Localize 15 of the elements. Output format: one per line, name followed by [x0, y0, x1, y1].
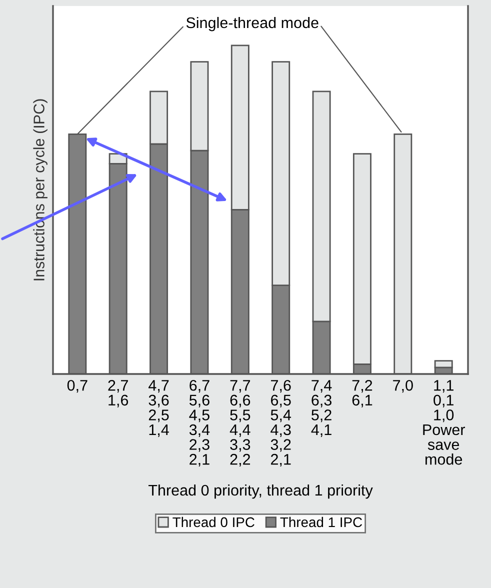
legend-label: Thread 1 IPC: [280, 516, 362, 528]
x-tick-label: 7,4 6,3 5,2 4,1: [311, 380, 332, 437]
x-tick-label: 6,7 5,6 4,5 3,4 2,3 2,1: [189, 380, 210, 467]
x-tick-label: 7,2 6,1: [352, 380, 372, 408]
x-tick-label: 1,1 0,1 1,0 Power save mode: [423, 380, 465, 465]
x-axis-title: Thread 0 priority, thread 1 priority: [148, 484, 373, 499]
x-tick-label: 4,7 3,6 2,5 1,4: [148, 380, 169, 437]
x-tick-label: 7,0: [393, 380, 413, 393]
annotation: Single-thread mode: [186, 16, 318, 32]
legend-label: Thread 0 IPC: [172, 516, 254, 528]
y-axis-title: Instructions per cycle (IPC): [33, 99, 48, 280]
x-tick-label: 7,6 6,5 5,4 4,3 3,2 2,1: [270, 380, 292, 467]
x-tick-label: 7,7 6,6 5,5 4,4 3,3 2,2: [230, 380, 250, 467]
x-tick-label: 0,7: [67, 380, 88, 393]
x-tick-label: 2,7 1,6: [108, 380, 128, 408]
